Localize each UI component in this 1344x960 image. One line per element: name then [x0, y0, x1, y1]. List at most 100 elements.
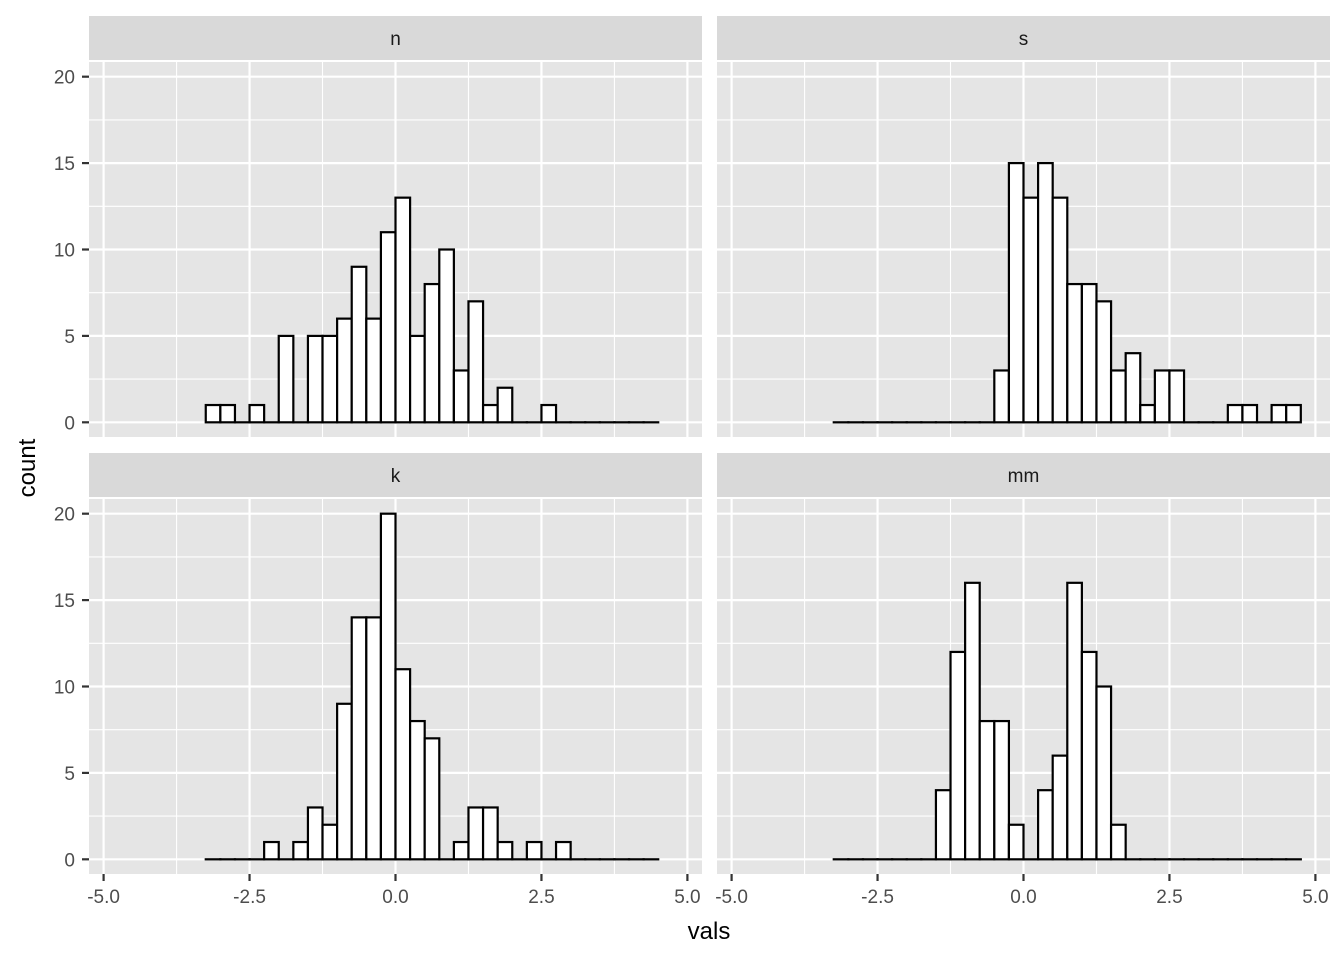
histogram-bar: [452, 840, 470, 861]
histogram-bar: [336, 317, 353, 424]
histogram-bar: [1066, 282, 1083, 424]
y-tick-label: 20: [54, 505, 75, 526]
histogram-bar: [1095, 300, 1113, 424]
histogram-bar: [1095, 685, 1113, 861]
histogram-bar: [496, 840, 514, 861]
x-tick-label: -2.5: [233, 887, 266, 908]
histogram-bar: [1109, 369, 1127, 424]
histogram-bar: [423, 282, 441, 424]
x-tick-label: -5.0: [87, 887, 120, 908]
histogram-bar: [336, 702, 353, 861]
facet-strip: [717, 16, 1330, 60]
histogram-bar: [408, 719, 426, 861]
histogram-bar: [481, 806, 499, 861]
histogram-bar: [1124, 352, 1142, 424]
facet-strip: [89, 16, 702, 60]
x-axis-title: vals: [688, 918, 731, 945]
histogram-bar: [554, 840, 572, 861]
histogram-bar: [248, 403, 266, 424]
histogram-bar: [993, 369, 1011, 424]
histogram-bars: [832, 581, 1302, 861]
y-tick-label: 15: [54, 591, 75, 612]
y-axis-title: count: [14, 438, 41, 497]
histogram-bar: [321, 334, 339, 424]
y-tick-label: 0: [64, 850, 75, 871]
histogram-bar: [365, 317, 383, 424]
histogram-bar: [204, 403, 222, 424]
facet-strip-label: s: [1019, 29, 1029, 50]
histogram-bar: [408, 334, 426, 424]
histogram-bar: [993, 719, 1011, 861]
facet-strip-label: n: [390, 29, 401, 50]
histogram-bar: [1036, 161, 1054, 424]
histogram-bar: [379, 512, 397, 861]
x-axis: -5.0 -2.5 0.0 2.5 5.0 -5.0 -2.5 0.0 2.5 5.0: [87, 874, 1329, 908]
histogram-bar: [394, 668, 412, 861]
histogram-bar: [978, 719, 996, 861]
facet-strip: [717, 453, 1330, 497]
histogram-bar: [1168, 369, 1186, 424]
histogram-bar: [1153, 369, 1171, 424]
y-axis: 0 5 10 15 20 0 5 10 15 20: [54, 68, 89, 871]
histogram-bar: [1007, 161, 1025, 424]
histogram-bar: [1226, 403, 1244, 424]
x-tick-label: 5.0: [674, 887, 700, 908]
facet-panel-mm: mm: [717, 453, 1330, 874]
histogram-bar: [423, 737, 441, 861]
histogram-bar: [467, 806, 485, 861]
y-tick-label: 10: [54, 678, 75, 699]
facet-panel-n: n: [89, 16, 702, 437]
histogram-bar: [1051, 196, 1069, 424]
facet-strip-label: mm: [1008, 466, 1040, 487]
y-tick-label: 10: [54, 241, 75, 262]
histogram-bar: [496, 386, 514, 424]
facet-panels: n s k mm: [89, 16, 1330, 874]
histogram-bars: [204, 512, 660, 861]
y-tick-label: 0: [64, 413, 75, 434]
histogram-bar: [277, 334, 295, 424]
facet-strip-label: k: [391, 466, 401, 487]
histogram-bar: [263, 840, 280, 861]
histogram-bar: [1051, 754, 1069, 861]
histogram-bar: [1007, 823, 1025, 861]
x-tick-label: -2.5: [861, 887, 894, 908]
x-tick-label: 2.5: [528, 887, 554, 908]
histogram-bar: [1036, 789, 1054, 861]
histogram-bars: [832, 161, 1302, 424]
histogram-bar: [350, 265, 368, 424]
x-tick-label: 0.0: [1010, 887, 1036, 908]
histogram-bar: [525, 840, 543, 861]
histogram-bar: [467, 300, 485, 424]
histogram-bar: [1270, 403, 1288, 424]
histogram-bar: [306, 334, 324, 424]
histogram-bar: [365, 616, 383, 861]
histogram-bar: [438, 248, 455, 424]
y-tick-label: 15: [54, 154, 75, 175]
histogram-bar: [292, 840, 310, 861]
histogram-bar: [1066, 581, 1083, 861]
x-tick-label: 0.0: [382, 887, 408, 908]
histogram-bar: [1080, 282, 1098, 424]
facet-panel-k: k: [89, 453, 702, 874]
histogram-bar: [481, 403, 499, 424]
histogram-bar: [1285, 403, 1302, 424]
histogram-bar: [379, 231, 397, 424]
y-tick-label: 5: [64, 327, 75, 348]
histogram-bar: [394, 196, 412, 424]
x-tick-label: -5.0: [715, 887, 748, 908]
histogram-bar: [949, 650, 967, 861]
histogram-bar: [1109, 823, 1127, 861]
histogram-bar: [1139, 403, 1156, 424]
histogram-bar: [964, 581, 981, 861]
histogram-bar: [1080, 650, 1098, 861]
histogram-bar: [306, 806, 324, 861]
histogram-bar: [934, 789, 952, 861]
x-tick-label: 2.5: [1156, 887, 1182, 908]
histogram-bar: [1241, 403, 1259, 424]
facet-strip: [89, 453, 702, 497]
histogram-bar: [321, 823, 339, 861]
y-tick-label: 5: [64, 764, 75, 785]
histogram-bar: [1022, 196, 1040, 424]
facet-panel-s: s: [717, 16, 1330, 437]
